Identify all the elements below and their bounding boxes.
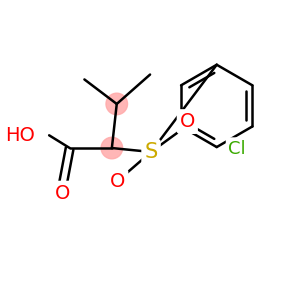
Text: O: O (55, 184, 70, 202)
Circle shape (101, 137, 123, 159)
Text: O: O (110, 172, 125, 191)
Circle shape (106, 93, 128, 115)
Text: Cl: Cl (229, 140, 246, 158)
Text: O: O (180, 112, 195, 131)
Text: HO: HO (5, 126, 35, 145)
Text: S: S (144, 142, 158, 162)
